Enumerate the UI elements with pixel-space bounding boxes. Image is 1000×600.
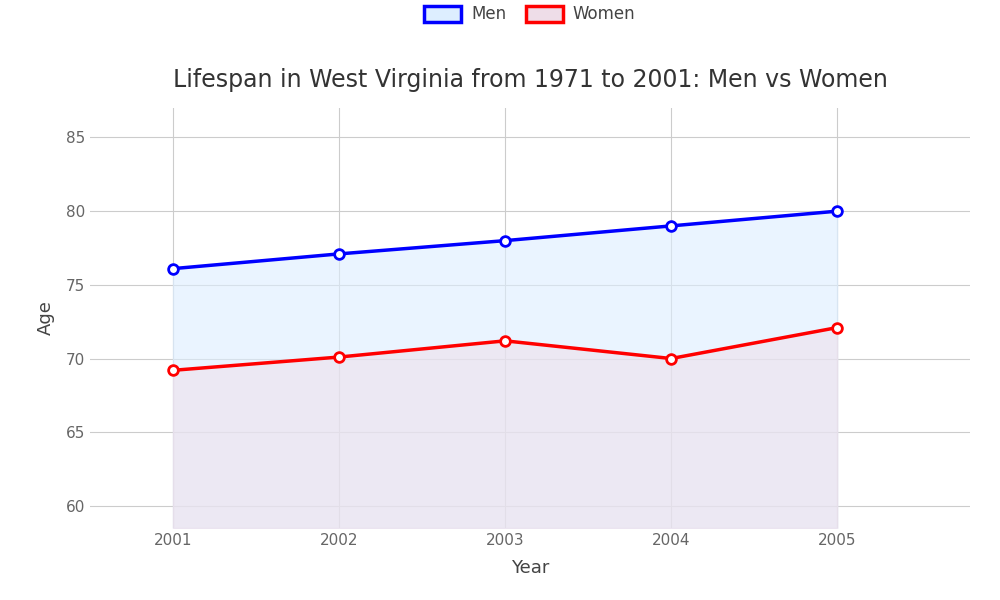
X-axis label: Year: Year — [511, 559, 549, 577]
Title: Lifespan in West Virginia from 1971 to 2001: Men vs Women: Lifespan in West Virginia from 1971 to 2… — [173, 68, 887, 92]
Y-axis label: Age: Age — [37, 301, 55, 335]
Legend: Men, Women: Men, Women — [418, 0, 642, 30]
